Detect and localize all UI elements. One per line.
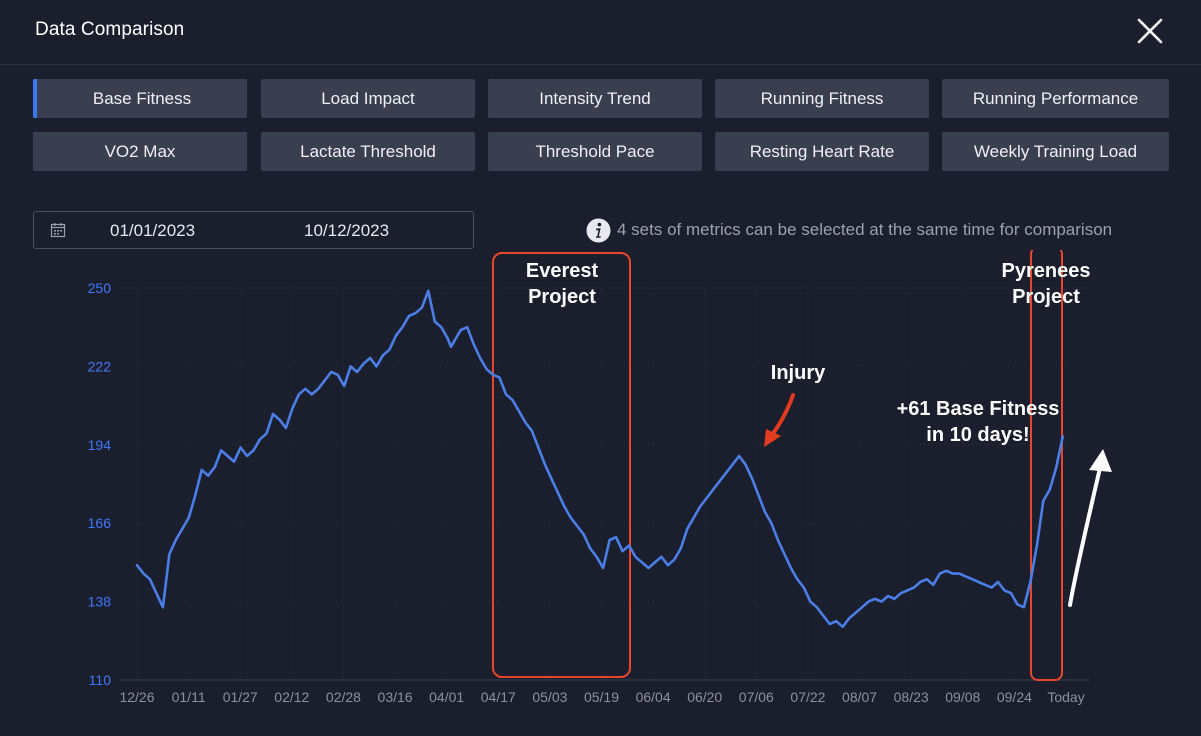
metric-running-fitness-button[interactable]: Running Fitness (715, 79, 929, 118)
x-tick-label: Today (1047, 689, 1084, 705)
info-icon (586, 218, 611, 243)
date-range-picker[interactable]: 01/01/2023 10/12/2023 (33, 211, 474, 249)
metric-weekly-training-load-button[interactable]: Weekly Training Load (942, 132, 1169, 171)
metric-load-impact-button[interactable]: Load Impact (261, 79, 475, 118)
x-tick-label: 01/27 (223, 689, 258, 705)
y-tick-label: 250 (88, 280, 112, 296)
close-button[interactable] (1133, 14, 1167, 48)
base-fitness-line (135, 289, 1065, 629)
y-tick-label: 110 (89, 672, 112, 688)
modal-header: Data Comparison (0, 0, 1201, 65)
x-tick-label: 07/06 (739, 689, 774, 705)
x-tick-label: 02/28 (326, 689, 361, 705)
x-tick-label: 01/11 (172, 689, 206, 705)
metric-lactate-threshold-button[interactable]: Lactate Threshold (261, 132, 475, 171)
y-tick-label: 166 (88, 515, 112, 531)
pyrenees-project-label: Pyrenees Project (1001, 260, 1091, 308)
metric-threshold-pace-button[interactable]: Threshold Pace (488, 132, 702, 171)
injury-arrow (764, 393, 795, 447)
x-tick-label: 03/16 (378, 689, 413, 705)
close-icon (1137, 18, 1163, 44)
y-tick-label: 138 (88, 594, 112, 610)
date-start-field[interactable]: 01/01/2023 (110, 221, 196, 240)
y-tick-label: 194 (88, 437, 112, 453)
y-tick-label: 222 (88, 358, 112, 374)
chart-grid (120, 285, 1090, 681)
x-tick-label: 09/24 (997, 689, 1032, 705)
metric-resting-heart-rate-button[interactable]: Resting Heart Rate (715, 132, 929, 171)
metric-vo2-max-button[interactable]: VO2 Max (33, 132, 247, 171)
calendar-icon (50, 223, 66, 238)
x-tick-label: 06/20 (687, 689, 722, 705)
x-tick-label: 05/03 (532, 689, 567, 705)
everest-project-label: Everest Project (525, 260, 599, 308)
modal-title: Data Comparison (35, 19, 185, 40)
x-tick-label: 06/04 (636, 689, 671, 705)
x-tick-label: 07/22 (790, 689, 825, 705)
x-tick-label: 08/23 (894, 689, 929, 705)
x-tick-label: 05/19 (584, 689, 619, 705)
base-fitness-chart: 250 222 194 166 138 110 12/26 01/11 01/27 02/12 0… (88, 250, 1112, 705)
pyrenees-project-highlight-box (1030, 250, 1063, 681)
x-tick-label: 08/07 (842, 689, 877, 705)
gain-arrow (1068, 449, 1112, 607)
injury-label: Injury (770, 362, 826, 384)
date-end-field[interactable]: 10/12/2023 (304, 221, 390, 240)
x-tick-label: 04/17 (481, 689, 516, 705)
metric-running-performance-button[interactable]: Running Performance (942, 79, 1169, 118)
x-tick-label: 04/01 (429, 689, 464, 705)
x-axis-ticks: 12/26 01/11 01/27 02/12 02/28 03/16 04/01 04/17… (119, 689, 1084, 705)
metric-base-fitness-button[interactable]: Base Fitness (33, 79, 247, 118)
comparison-info-text: 4 sets of metrics can be selected at the… (617, 220, 1113, 239)
everest-project-highlight-box (492, 252, 631, 678)
base-fitness-gain-label: +61 Base Fitness in 10 days! (896, 398, 1060, 446)
y-axis-ticks: 250 222 194 166 138 110 (88, 280, 112, 688)
metric-intensity-trend-button[interactable]: Intensity Trend (488, 79, 702, 118)
x-tick-label: 02/12 (274, 689, 309, 705)
x-tick-label: 09/08 (945, 689, 980, 705)
x-tick-label: 12/26 (119, 689, 154, 705)
